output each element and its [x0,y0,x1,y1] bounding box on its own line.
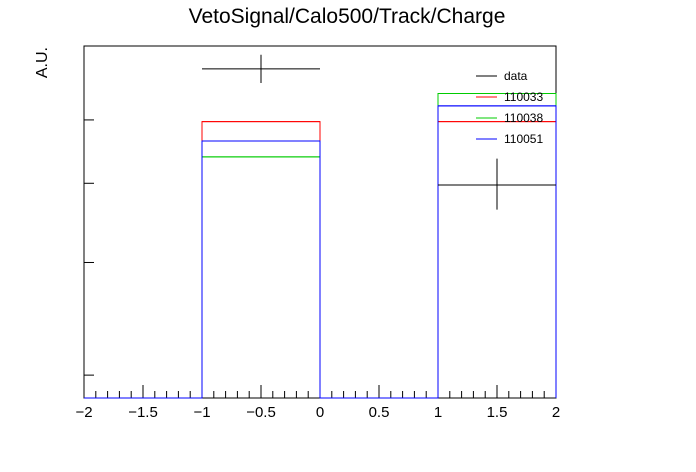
x-axis-tick-labels: −2 −1.5 −1 −0.5 0 0.5 1 1.5 2 [75,404,560,421]
x-tick-label-2: −1 [193,404,210,421]
data-point-1 [438,158,556,210]
histogram-series [84,93,557,399]
x-tick-label-8: 2 [552,404,560,421]
x-tick-label-6: 1 [434,404,442,421]
x-tick-label-3: −0.5 [246,404,276,421]
series-outline-110051 [84,105,557,399]
data-points [202,54,556,210]
legend-label-110033: 110033 [504,90,543,104]
legend-label-110038: 110038 [504,111,543,125]
x-tick-label-4: 0 [316,404,324,421]
x-tick-label-0: −2 [75,404,92,421]
data-point-0 [202,54,320,83]
y-axis-label: A.U. [34,47,51,78]
series-110051 [84,105,557,399]
legend-label-data: data [504,69,528,83]
x-tick-label-5: 0.5 [369,404,390,421]
x-axis-ticks [83,385,557,398]
legend: data 110033 110038 110051 [476,69,543,146]
chart-title: VetoSignal/Calo500/Track/Charge [189,5,506,28]
x-tick-label-7: 1.5 [487,404,508,421]
legend-label-110051: 110051 [504,132,543,146]
x-tick-label-1: −1.5 [128,404,158,421]
y-axis-ticks [84,119,94,376]
